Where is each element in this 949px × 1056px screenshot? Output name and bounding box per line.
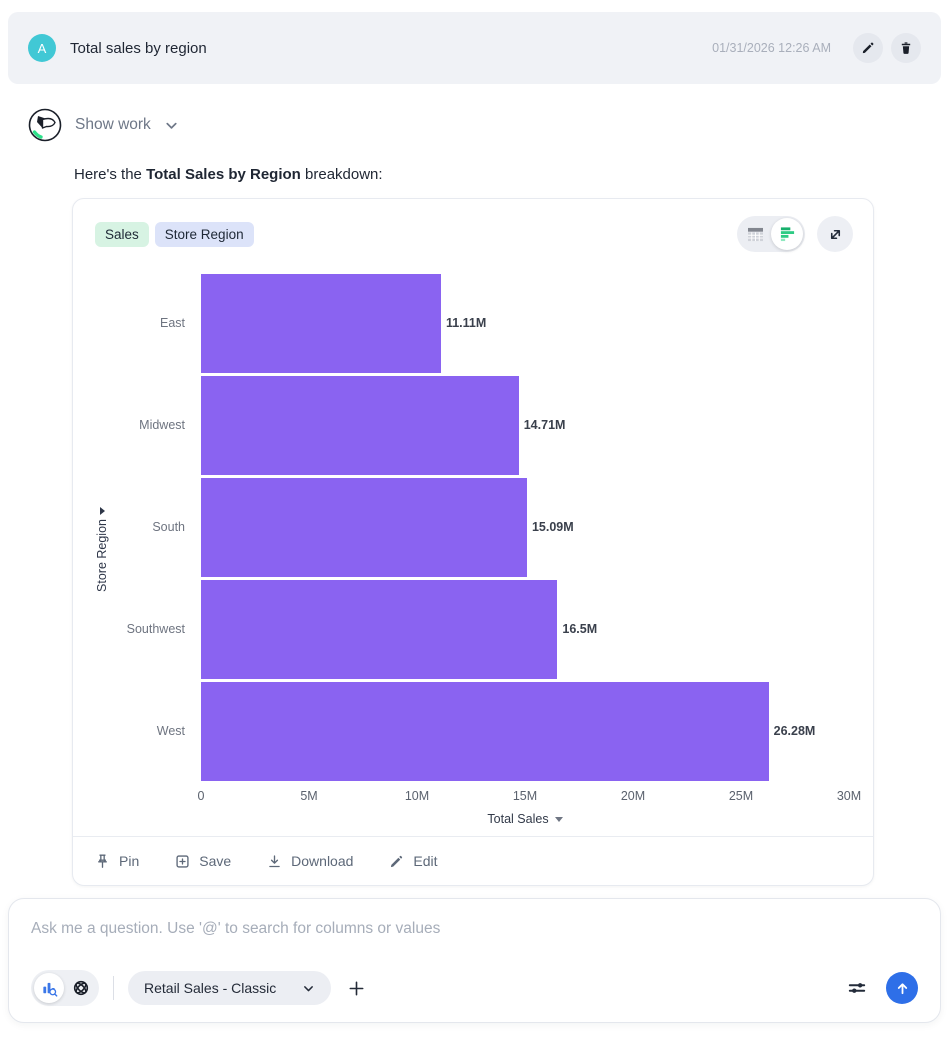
category-label: Southwest (126, 622, 185, 636)
chevron-down-icon[interactable] (164, 118, 179, 133)
datasource-selector[interactable]: Retail Sales - Classic (128, 971, 332, 1005)
answer-card-header: Sales Store Region (73, 199, 873, 258)
edit-icon (389, 854, 404, 869)
bar[interactable] (201, 681, 769, 781)
x-axis-title-row: Total Sales (115, 812, 849, 826)
message-bold-text: Total Sales by Region (146, 166, 301, 183)
bar[interactable] (201, 375, 519, 475)
y-axis-label: Store Region (95, 518, 109, 592)
view-toggle (737, 216, 805, 252)
datasource-label: Retail Sales - Classic (144, 980, 277, 996)
show-work-row: Show work (28, 108, 949, 142)
spotter-logo-icon (28, 108, 62, 142)
assistant-message: Here's the Total Sales by Region breakdo… (74, 166, 949, 183)
chart-bar-row: West 26.28M (115, 680, 849, 782)
question-input[interactable] (31, 917, 918, 941)
edit-label: Edit (413, 853, 438, 869)
ai-knot-icon[interactable] (66, 973, 96, 1003)
bar[interactable] (201, 579, 558, 679)
edit-button[interactable]: Edit (389, 853, 438, 869)
chart-bar-row: Midwest 14.71M (115, 374, 849, 476)
x-axis-ticks: 0 5M 10M 15M 20M 25M 30M (197, 789, 862, 805)
chart-bar-row: East 11.11M (115, 272, 849, 374)
add-datasource-button[interactable] (347, 979, 366, 998)
plus-icon (347, 979, 366, 998)
conversation-header: A Total sales by region 01/31/2026 12:26… (8, 12, 941, 84)
bar[interactable] (201, 273, 441, 373)
tag-store-region[interactable]: Store Region (154, 221, 254, 247)
x-axis-tick: 5M (300, 789, 318, 803)
bar-track: 14.71M (201, 374, 849, 476)
column-tags: Sales Store Region (95, 221, 254, 247)
chart-bar-row: Southwest 16.5M (115, 578, 849, 680)
tag-sales[interactable]: Sales (95, 221, 149, 247)
x-axis-tick: 20M (620, 789, 646, 803)
edit-title-button[interactable] (853, 33, 883, 63)
bar-track: 26.28M (201, 680, 849, 782)
chart-rows: East 11.11M Midwest 14.71M South 15.09M Southw… (115, 272, 849, 782)
bar-value-label: 15.09M (531, 520, 574, 534)
message-text: breakdown: (300, 166, 383, 183)
save-icon (175, 854, 190, 869)
table-view-icon[interactable] (739, 218, 771, 250)
composer-toolbar: Retail Sales - Classic (31, 970, 918, 1006)
pin-label: Pin (119, 853, 140, 869)
download-label: Download (291, 853, 354, 869)
expand-button[interactable] (817, 216, 853, 252)
trash-icon (899, 41, 913, 55)
x-axis-tick: 10M (404, 789, 430, 803)
answer-card: Sales Store Region (72, 198, 874, 886)
answer-card-footer: Pin Save Download Edit (73, 836, 873, 885)
bar-chart: Store Region East 11.11M Midwest 14.71M Sout… (73, 258, 873, 836)
show-work-button[interactable]: Show work (75, 116, 151, 133)
save-label: Save (199, 853, 232, 869)
divider (113, 976, 114, 1000)
expand-icon (828, 227, 843, 242)
conversation-title: Total sales by region (70, 39, 207, 57)
pencil-icon (861, 41, 875, 55)
category-label: South (152, 520, 185, 534)
arrow-up-icon (895, 981, 910, 996)
category-label: Midwest (139, 418, 185, 432)
x-axis-tick: 25M (728, 789, 754, 803)
bar-value-label: 16.5M (562, 622, 598, 636)
bar-track: 11.11M (201, 272, 849, 374)
x-axis-tick: 15M (512, 789, 538, 803)
bar[interactable] (201, 477, 527, 577)
bar-track: 16.5M (201, 578, 849, 680)
category-label: East (159, 316, 185, 330)
caret-down-icon[interactable] (554, 816, 563, 822)
preferences-button[interactable] (847, 979, 867, 997)
chart-bar-row: South 15.09M (115, 476, 849, 578)
download-button[interactable]: Download (267, 853, 353, 869)
pin-icon (95, 853, 110, 869)
chevron-down-icon (302, 982, 315, 995)
bar-value-label: 26.28M (773, 724, 816, 738)
avatar: A (28, 34, 56, 62)
mode-toggle (31, 970, 99, 1006)
message-text: Here's the (74, 166, 147, 183)
download-icon (267, 854, 282, 869)
save-button[interactable]: Save (175, 853, 231, 869)
bar-value-label: 11.11M (445, 316, 487, 330)
sliders-icon (847, 979, 867, 997)
sort-arrow-icon (99, 506, 105, 515)
x-axis-tick: 30M (836, 789, 862, 803)
bar-track: 15.09M (201, 476, 849, 578)
bar-chart-view-icon[interactable] (771, 218, 803, 250)
timestamp: 01/31/2026 12:26 AM (712, 41, 831, 55)
x-axis: 0 5M 10M 15M 20M 25M 30M (115, 789, 862, 805)
pin-button[interactable]: Pin (95, 853, 139, 869)
chart-search-icon[interactable] (34, 973, 64, 1003)
bar-value-label: 14.71M (523, 418, 566, 432)
x-axis-label[interactable]: Total Sales (487, 812, 549, 826)
x-axis-tick: 0 (197, 789, 205, 803)
category-label: West (156, 724, 185, 738)
composer: Retail Sales - Classic (8, 898, 941, 1023)
y-axis-title[interactable]: Store Region (89, 272, 115, 826)
delete-button[interactable] (891, 33, 921, 63)
send-button[interactable] (886, 972, 918, 1004)
